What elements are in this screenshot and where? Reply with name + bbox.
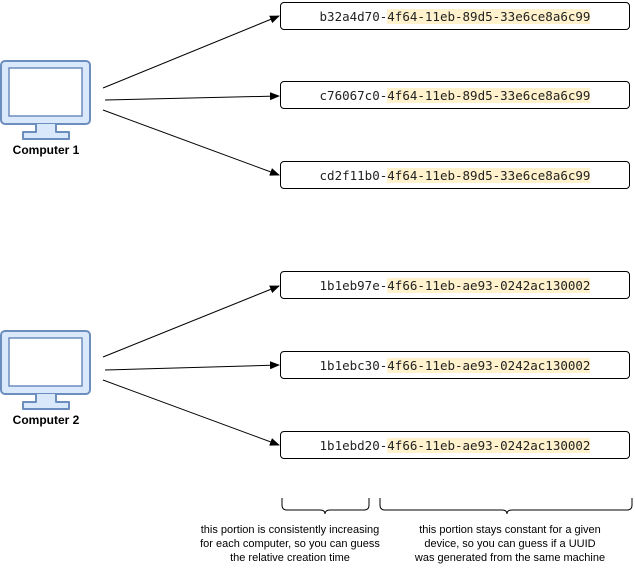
uuid-suffix: 4f64-11eb-89d5-33e6ce8a6c99 [387, 8, 591, 24]
uuid-prefix: b32a4d70- [319, 8, 388, 24]
computer-2: Computer 2 [0, 330, 92, 427]
uuid-suffix: 4f64-11eb-89d5-33e6ce8a6c99 [387, 167, 591, 183]
uuid-prefix: cd2f11b0- [319, 167, 388, 183]
uuid-box: cd2f11b0- 4f64-11eb-89d5-33e6ce8a6c99 [280, 161, 630, 189]
arrow-computer-1-uuid-1 [102, 15, 280, 89]
uuid-prefix: c76067c0- [319, 87, 388, 103]
annotation-timestamp-portion: this portion is consistently increasing … [185, 523, 395, 565]
uuid-prefix: 1b1ebc30- [319, 357, 388, 373]
uuid-box: c76067c0- 4f64-11eb-89d5-33e6ce8a6c99 [280, 81, 630, 109]
uuid-suffix: 4f66-11eb-ae93-0242ac130002 [387, 357, 591, 373]
annotation-line: this portion stays constant for a given [419, 524, 601, 536]
arrow-computer-1-uuid-3 [102, 109, 280, 176]
uuid-prefix: 1b1ebd20- [319, 437, 388, 453]
bracket-right [379, 498, 633, 515]
uuid-box: 1b1eb97e- 4f66-11eb-ae93-0242ac130002 [280, 271, 630, 299]
arrow-computer-2-uuid-1 [102, 285, 280, 358]
annotation-line: the relative creation time [230, 552, 350, 564]
arrow-computer-1-uuid-2 [104, 92, 280, 101]
computer-label: Computer 2 [12, 413, 80, 427]
computer-monitor-icon [0, 60, 91, 140]
uuid-box: b32a4d70- 4f64-11eb-89d5-33e6ce8a6c99 [280, 2, 630, 30]
annotation-line: device, so you can guess if a UUID [424, 538, 596, 550]
uuid-suffix: 4f66-11eb-ae93-0242ac130002 [387, 437, 591, 453]
uuid-box: 1b1ebc30- 4f66-11eb-ae93-0242ac130002 [280, 351, 630, 379]
computer-label: Computer 1 [12, 143, 80, 157]
bracket-left [281, 498, 370, 515]
arrow-computer-2-uuid-2 [104, 361, 280, 371]
uuid-prefix: 1b1eb97e- [319, 277, 388, 293]
uuid-suffix: 4f64-11eb-89d5-33e6ce8a6c99 [387, 87, 591, 103]
computer-1: Computer 1 [0, 60, 92, 157]
arrow-computer-2-uuid-3 [102, 379, 280, 446]
annotation-node-portion: this portion stays constant for a given … [405, 523, 615, 565]
uuid-suffix: 4f66-11eb-ae93-0242ac130002 [387, 277, 591, 293]
annotation-line: was generated from the same machine [414, 552, 606, 564]
annotation-line: this portion is consistently increasing [200, 524, 380, 536]
computer-monitor-icon [0, 330, 91, 410]
uuid-box: 1b1ebd20- 4f66-11eb-ae93-0242ac130002 [280, 431, 630, 459]
annotation-line: for each computer, so you can guess [200, 538, 380, 550]
